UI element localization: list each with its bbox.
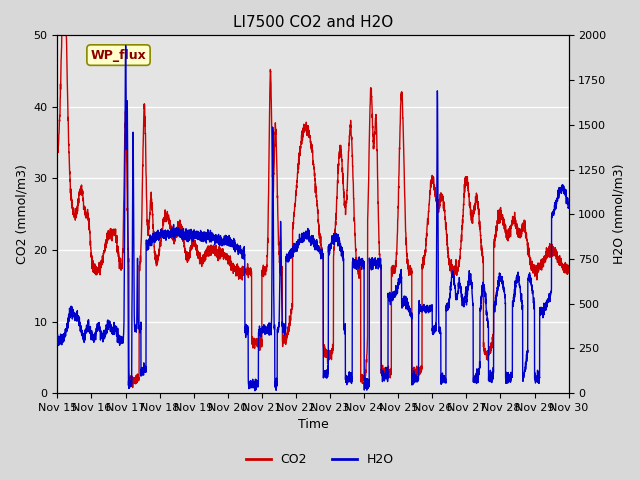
Legend: CO2, H2O: CO2, H2O bbox=[241, 448, 399, 471]
Title: LI7500 CO2 and H2O: LI7500 CO2 and H2O bbox=[233, 15, 393, 30]
X-axis label: Time: Time bbox=[298, 419, 328, 432]
Y-axis label: H2O (mmol/m3): H2O (mmol/m3) bbox=[612, 164, 625, 264]
Y-axis label: CO2 (mmol/m3): CO2 (mmol/m3) bbox=[15, 164, 28, 264]
Text: WP_flux: WP_flux bbox=[91, 48, 147, 61]
